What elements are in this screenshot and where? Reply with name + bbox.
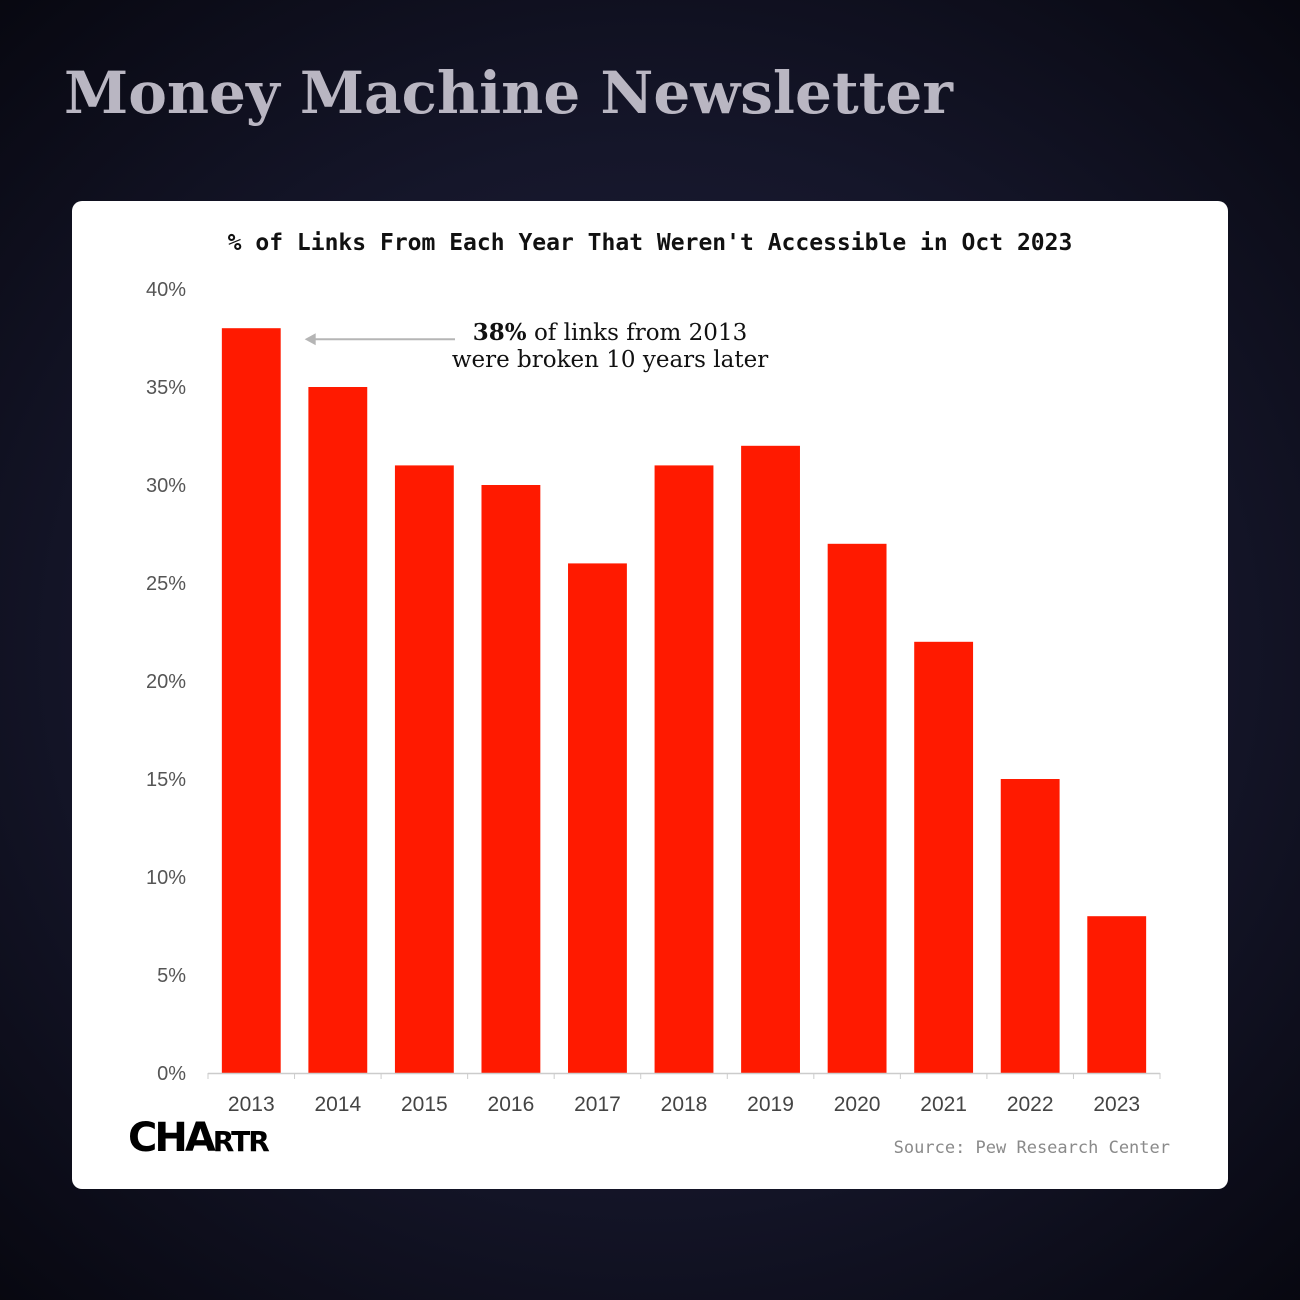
x-tick-label: 2019 [747, 1093, 794, 1116]
bar-2019 [741, 445, 800, 1073]
source-note: Source: Pew Research Center [893, 1138, 1170, 1158]
bar-2022 [1000, 779, 1060, 1073]
bar-2021 [914, 641, 974, 1073]
y-tick-label: 20% [146, 671, 186, 693]
x-tick-label: 2023 [1093, 1093, 1140, 1116]
annotation-highlight: 38% [472, 319, 527, 346]
annotation-arrow-head-icon [304, 333, 316, 346]
x-tick-label: 2022 [1007, 1093, 1054, 1116]
x-tick-label: 2020 [834, 1093, 881, 1116]
chart-title: % of Links From Each Year That Weren't A… [227, 230, 1073, 256]
x-tick-label: 2016 [488, 1093, 535, 1116]
y-tick-label: 15% [146, 769, 186, 791]
y-tick-label: 5% [157, 965, 186, 987]
bar-2013 [221, 328, 281, 1073]
bar-2020 [827, 543, 887, 1073]
newsletter-title: Money Machine Newsletter [64, 59, 953, 127]
y-tick-label: 25% [146, 573, 186, 595]
bar-2016 [481, 485, 541, 1073]
annotation-line-2: were broken 10 years later [451, 347, 769, 373]
bar-2017 [568, 563, 627, 1073]
bar-2015 [394, 465, 454, 1073]
chart-annotation: 38% of links from 2013 were broken 10 ye… [420, 319, 800, 374]
y-tick-label: 10% [146, 867, 186, 889]
annotation-line-1-rest: of links from 2013 [526, 320, 748, 346]
x-tick-label: 2015 [401, 1093, 448, 1116]
bar-2018 [654, 465, 714, 1073]
x-tick-label: 2017 [574, 1093, 621, 1116]
x-tick-label: 2013 [228, 1093, 275, 1116]
x-tick-label: 2018 [661, 1093, 708, 1116]
x-tick-label: 2021 [920, 1093, 967, 1116]
chartr-logo-text-small: RTR [212, 1125, 270, 1158]
y-tick-label: 40% [146, 279, 186, 301]
bar-2014 [308, 387, 368, 1073]
chartr-logo: CHARTR [128, 1115, 270, 1161]
y-tick-label: 35% [146, 377, 186, 399]
y-tick-label: 0% [157, 1063, 186, 1085]
chartr-logo-text: CHA [128, 1115, 216, 1161]
y-tick-label: 30% [146, 475, 186, 497]
annotation-line-1: 38% of links from 2013 [420, 319, 800, 347]
bar-2023 [1087, 916, 1147, 1073]
x-tick-label: 2014 [314, 1093, 361, 1116]
